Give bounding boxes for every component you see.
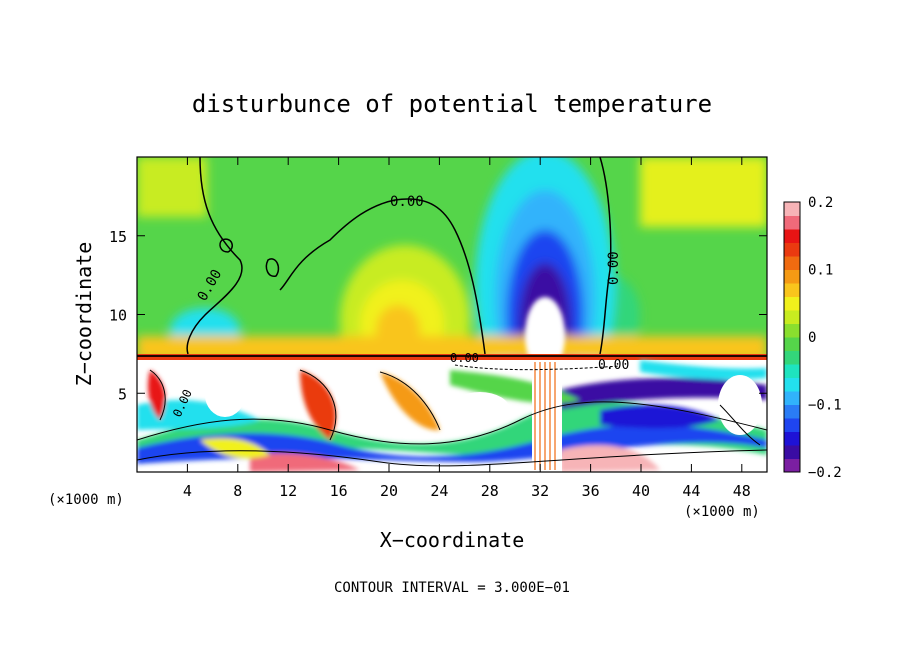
x-tick-label: 20 xyxy=(380,482,398,500)
contour-lower-3 xyxy=(299,369,337,441)
x-tick-label: 16 xyxy=(330,482,348,500)
colorbar-tick-label: −0.1 xyxy=(808,398,842,414)
colorbar-segment xyxy=(784,404,800,419)
y-tick-label: 5 xyxy=(118,385,127,403)
lower-band-blue-2 xyxy=(600,404,720,429)
colorbar-segment xyxy=(784,229,800,243)
colorbar-tick-label: 0 xyxy=(808,330,816,346)
colorbar-segment xyxy=(784,364,800,378)
white-cell-5 xyxy=(450,392,510,428)
colorbar-segment xyxy=(784,296,800,311)
lower-band-cyan-2 xyxy=(640,360,767,380)
lower-band-orange-1 xyxy=(380,372,440,431)
colorbar-segment xyxy=(784,202,800,216)
contour-left-plume-2 xyxy=(279,198,486,355)
lower-band-yellow-1 xyxy=(200,438,270,459)
x-tick-label: 28 xyxy=(481,482,499,500)
x-tick-label: 4 xyxy=(183,482,192,500)
contour-lower-5 xyxy=(149,369,166,421)
lower-band-pink-2 xyxy=(560,445,660,472)
x-axis-label: X−coordinate xyxy=(380,528,525,552)
y-tick-label: 10 xyxy=(109,307,127,325)
y-tick-label: 15 xyxy=(109,228,127,246)
colorbar-ticks: 0.2 0.1 0 −0.1 −0.2 xyxy=(808,195,842,481)
top-left-yellow xyxy=(137,157,207,217)
colorbar-segment xyxy=(784,256,800,270)
white-cell-2 xyxy=(335,365,375,415)
contour-lower-7 xyxy=(454,364,621,371)
colorbar-segment xyxy=(784,283,800,297)
contour-label-4: 0.00 xyxy=(598,358,629,373)
x-unit-label-right: (×1000 m) xyxy=(684,504,760,520)
colorbar-tick-label: 0.1 xyxy=(808,263,833,279)
white-cell-3 xyxy=(240,365,270,405)
x-tick-label: 12 xyxy=(279,482,297,500)
contour-lower-6 xyxy=(719,404,761,446)
lower-band-cyan-1 xyxy=(137,400,260,430)
cold-column-stripes xyxy=(534,362,556,470)
contour-label-3: 0.00 xyxy=(606,251,622,285)
contour-left-plume xyxy=(186,157,243,355)
x-axis-ticks: 4 8 12 16 20 24 28 32 36 40 44 48 xyxy=(183,157,751,500)
x-tick-label: 24 xyxy=(430,482,448,500)
lower-band-red-2 xyxy=(300,370,336,440)
colorbar-segment xyxy=(784,242,800,257)
colorbar-segment xyxy=(784,431,800,446)
y-axis-label: Z−coordinate xyxy=(72,242,96,387)
colorbar-segment xyxy=(784,337,800,351)
colorbar-tick-label: 0.2 xyxy=(808,195,833,211)
contour-label-5: 0.00 xyxy=(450,351,479,365)
cold-column-white xyxy=(532,362,562,472)
contour-label-1: 0.00 xyxy=(390,194,424,210)
x-tick-label: 48 xyxy=(733,482,751,500)
x-unit-label-left: (×1000 m) xyxy=(48,492,124,508)
colorbar-segment xyxy=(784,418,800,432)
colorbar-segment xyxy=(784,391,800,405)
x-tick-label: 40 xyxy=(632,482,650,500)
lower-band-pink-1 xyxy=(250,453,360,472)
top-right-yellow xyxy=(640,157,767,227)
colorbar-segment xyxy=(784,445,800,459)
contour-small-loop xyxy=(219,238,233,253)
x-tick-label: 8 xyxy=(233,482,242,500)
contour-lower-1 xyxy=(137,401,767,445)
x-tick-label: 32 xyxy=(531,482,549,500)
x-tick-label: 44 xyxy=(682,482,700,500)
colorbar-segment xyxy=(784,310,800,324)
colorbar-segment xyxy=(784,458,800,473)
colorbar-segment xyxy=(784,215,800,230)
colorbar xyxy=(783,201,801,473)
colorbar-segment xyxy=(784,269,800,284)
chart-title: disturbunce of potential temperature xyxy=(192,90,712,118)
colorbar-tick-label: −0.2 xyxy=(808,465,842,481)
x-tick-label: 36 xyxy=(582,482,600,500)
colorbar-segment xyxy=(784,350,800,365)
colorbar-frame xyxy=(783,201,801,473)
colorbar-segment xyxy=(784,323,800,338)
contour-lines xyxy=(137,157,767,467)
white-cell-4 xyxy=(718,375,762,435)
y-axis-ticks: 5 10 15 xyxy=(109,228,767,403)
contour-right-plume xyxy=(599,157,612,355)
interface-red-line xyxy=(137,354,767,360)
white-cell-1 xyxy=(205,373,245,417)
contour-interval-footer: CONTOUR INTERVAL = 3.000E−01 xyxy=(334,580,570,596)
heatmap-field: 0.00 0.00 0.00 0.00 0.00 0.00 xyxy=(137,157,767,472)
contour-lower-2 xyxy=(137,449,767,467)
contour-small-loop-2 xyxy=(265,258,280,277)
colorbar-segment xyxy=(784,377,800,392)
contour-lower-4 xyxy=(379,371,441,431)
